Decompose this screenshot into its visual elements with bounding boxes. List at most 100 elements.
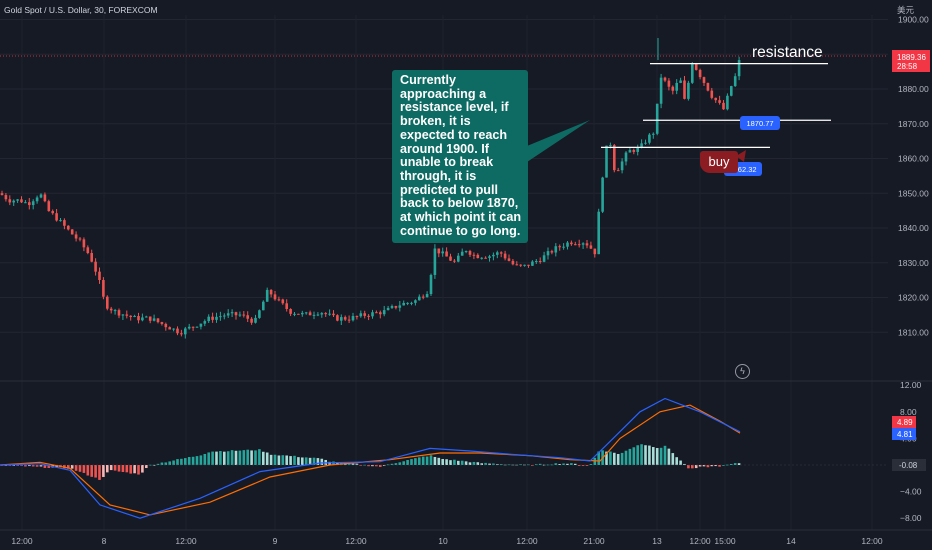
histogram-bar <box>620 452 624 465</box>
time-tick-label: 8 <box>102 536 107 546</box>
candle <box>593 248 597 255</box>
candle <box>515 264 519 266</box>
annotation-note[interactable]: Currently approaching a resistance level… <box>392 70 528 244</box>
buy-label[interactable]: buy <box>700 151 738 173</box>
candle <box>31 201 35 206</box>
resistance-label[interactable]: resistance <box>752 44 823 61</box>
candle <box>246 315 249 319</box>
current-price-badge <box>892 50 930 72</box>
histogram-bar <box>398 462 402 465</box>
candle <box>632 150 636 152</box>
candle <box>297 313 300 315</box>
histogram-bar <box>133 465 136 474</box>
candle <box>379 312 382 315</box>
candle <box>238 314 242 316</box>
candle <box>273 294 277 300</box>
candle <box>43 194 47 202</box>
histogram-bar <box>98 465 101 480</box>
histogram-bar <box>449 460 452 465</box>
histogram-bar <box>12 465 15 466</box>
candle <box>94 261 97 272</box>
histogram-bar <box>616 453 620 465</box>
macd-badge-text: 4.89 <box>897 418 913 427</box>
histogram-bar <box>262 451 265 465</box>
candle <box>601 177 604 212</box>
histogram-bar <box>636 445 639 465</box>
histogram-bar <box>644 445 647 465</box>
histogram-bar <box>394 463 398 465</box>
price-tick-label: 1830.00 <box>898 258 929 268</box>
histogram-bar <box>726 464 729 466</box>
histogram-bar <box>281 455 285 465</box>
grid <box>0 15 932 531</box>
histogram-bar <box>714 465 717 467</box>
candle <box>648 134 651 143</box>
histogram-bar <box>710 465 714 467</box>
signal-badge-text: 4.81 <box>897 430 913 439</box>
histogram-bar <box>499 464 503 465</box>
histogram-bar <box>47 465 51 468</box>
candle <box>394 305 398 308</box>
histogram-bar <box>277 455 281 465</box>
histogram-bar <box>574 463 577 465</box>
candle <box>187 326 191 329</box>
histogram-bar <box>250 450 253 465</box>
candle <box>301 312 304 315</box>
histogram-bar <box>24 465 27 467</box>
candle <box>589 245 593 249</box>
macd-lines <box>0 397 741 519</box>
histogram-bar <box>109 465 113 471</box>
histogram-bar <box>145 465 148 469</box>
histogram-bar <box>203 453 207 465</box>
candle <box>511 260 515 265</box>
time-tick-label: 13 <box>652 536 662 546</box>
candle <box>308 312 312 316</box>
time-axis: 12:00 8 12:00 9 12:00 10 12:00 21:00 13 12:00 15:0… <box>11 536 883 546</box>
histogram-bar <box>468 462 472 465</box>
candle <box>527 264 530 266</box>
candle <box>406 302 409 304</box>
histogram-bar <box>137 465 140 475</box>
candle <box>410 302 413 304</box>
histogram-bar <box>258 449 261 465</box>
histogram-bar <box>437 457 441 465</box>
candle <box>152 318 156 321</box>
candle <box>531 261 534 266</box>
histogram-bar <box>289 456 292 465</box>
histogram-bar <box>285 455 288 465</box>
candle <box>141 317 144 321</box>
candle <box>468 251 472 255</box>
histogram-bar <box>180 458 183 465</box>
candle <box>55 213 58 221</box>
candle <box>433 248 437 275</box>
candle <box>663 77 667 81</box>
histogram-bar <box>328 461 331 465</box>
histogram-bar <box>156 463 160 465</box>
histogram-bar <box>702 465 706 467</box>
candle <box>316 314 320 316</box>
histogram-bar <box>187 457 191 465</box>
candle <box>51 211 54 214</box>
candle <box>730 86 733 96</box>
candle <box>281 299 285 304</box>
histogram-bar <box>293 455 296 465</box>
indicator-axis: 12.008.004.00−4.00−8.004.894.81-0.08 <box>892 380 926 523</box>
candle <box>382 310 386 315</box>
candle <box>207 316 210 322</box>
histogram-bar <box>141 465 144 473</box>
histogram-bar <box>605 451 608 465</box>
candle <box>691 63 694 83</box>
histogram-bar <box>199 455 203 465</box>
candle <box>667 80 671 87</box>
histogram-bar <box>624 450 628 465</box>
histogram-bar <box>566 463 569 465</box>
histogram-bar <box>691 465 694 469</box>
lightning-icon[interactable]: ϟ <box>735 364 750 379</box>
price-tick-label: 1810.00 <box>898 327 929 337</box>
candle <box>457 255 460 262</box>
candle <box>445 251 448 257</box>
histogram-bar <box>82 465 86 473</box>
histogram-bar <box>531 465 534 466</box>
candle <box>262 301 265 311</box>
